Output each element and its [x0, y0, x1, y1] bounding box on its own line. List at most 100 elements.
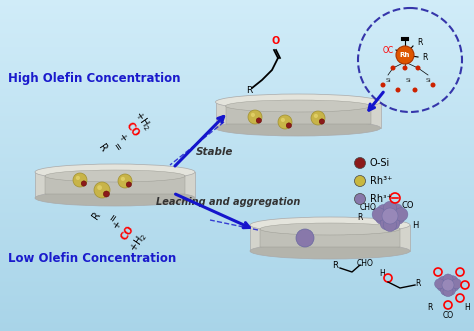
Ellipse shape: [35, 190, 195, 206]
Bar: [0, 139, 474, 140]
Bar: [0, 165, 474, 166]
Bar: [0, 158, 474, 159]
Bar: [0, 58, 474, 59]
Text: O-Si: O-Si: [370, 158, 390, 168]
Bar: [0, 272, 474, 273]
Bar: [0, 131, 474, 132]
Bar: [35, 172, 195, 198]
Bar: [0, 325, 474, 326]
Bar: [0, 326, 474, 327]
Bar: [0, 122, 474, 123]
Bar: [0, 160, 474, 161]
Bar: [0, 268, 474, 269]
Bar: [0, 311, 474, 312]
Bar: [260, 229, 400, 247]
Bar: [0, 133, 474, 134]
Bar: [0, 279, 474, 280]
Bar: [0, 324, 474, 325]
Ellipse shape: [216, 120, 381, 136]
Bar: [0, 241, 474, 242]
Bar: [0, 172, 474, 173]
Bar: [0, 170, 474, 171]
Bar: [0, 294, 474, 295]
Bar: [0, 264, 474, 265]
Bar: [0, 69, 474, 70]
Circle shape: [383, 201, 397, 215]
Bar: [0, 265, 474, 266]
Circle shape: [81, 181, 87, 186]
Bar: [0, 185, 474, 186]
Bar: [0, 142, 474, 143]
Bar: [0, 293, 474, 294]
Bar: [0, 188, 474, 189]
Bar: [0, 124, 474, 125]
Text: Rh³⁺: Rh³⁺: [370, 176, 392, 186]
Bar: [0, 87, 474, 88]
Bar: [0, 99, 474, 100]
Bar: [0, 153, 474, 154]
Bar: [0, 199, 474, 200]
Bar: [0, 183, 474, 184]
Bar: [0, 28, 474, 29]
Bar: [0, 35, 474, 36]
Bar: [0, 251, 474, 252]
Text: $\!\!=$: $\!\!=$: [107, 211, 120, 223]
Bar: [0, 26, 474, 27]
Bar: [0, 182, 474, 183]
Bar: [0, 277, 474, 278]
Bar: [0, 234, 474, 235]
Bar: [0, 249, 474, 250]
Bar: [0, 321, 474, 322]
Bar: [250, 225, 410, 251]
Circle shape: [377, 205, 390, 218]
Bar: [0, 298, 474, 299]
Bar: [0, 194, 474, 195]
Bar: [0, 55, 474, 56]
Bar: [0, 88, 474, 89]
Bar: [0, 6, 474, 7]
Bar: [0, 312, 474, 313]
Bar: [0, 20, 474, 21]
Bar: [0, 42, 474, 43]
Circle shape: [391, 211, 405, 224]
Text: Si: Si: [425, 77, 431, 82]
Text: Si: Si: [405, 77, 411, 82]
Bar: [0, 280, 474, 281]
Bar: [0, 269, 474, 270]
Circle shape: [375, 211, 389, 224]
Bar: [0, 191, 474, 192]
Bar: [0, 123, 474, 124]
Bar: [0, 5, 474, 6]
Text: Leaching and aggregation: Leaching and aggregation: [156, 197, 300, 207]
Bar: [0, 29, 474, 30]
Bar: [0, 320, 474, 321]
Bar: [0, 196, 474, 197]
Bar: [0, 43, 474, 44]
Bar: [0, 22, 474, 23]
Text: H: H: [464, 304, 470, 312]
Bar: [0, 252, 474, 253]
Bar: [0, 242, 474, 243]
Bar: [0, 166, 474, 167]
Bar: [0, 209, 474, 210]
Circle shape: [355, 194, 365, 205]
Bar: [0, 16, 474, 17]
Circle shape: [390, 204, 403, 217]
Bar: [0, 163, 474, 164]
Circle shape: [97, 185, 102, 190]
Bar: [0, 247, 474, 248]
Bar: [0, 168, 474, 169]
Bar: [0, 111, 474, 112]
Bar: [0, 307, 474, 308]
Text: Low Olefin Concentration: Low Olefin Concentration: [8, 252, 176, 264]
Bar: [0, 12, 474, 13]
Bar: [0, 193, 474, 194]
Text: R: R: [422, 53, 428, 62]
Bar: [0, 228, 474, 229]
Bar: [0, 60, 474, 61]
Bar: [0, 216, 474, 217]
Bar: [0, 9, 474, 10]
Bar: [0, 51, 474, 52]
Bar: [0, 41, 474, 42]
Bar: [0, 138, 474, 139]
